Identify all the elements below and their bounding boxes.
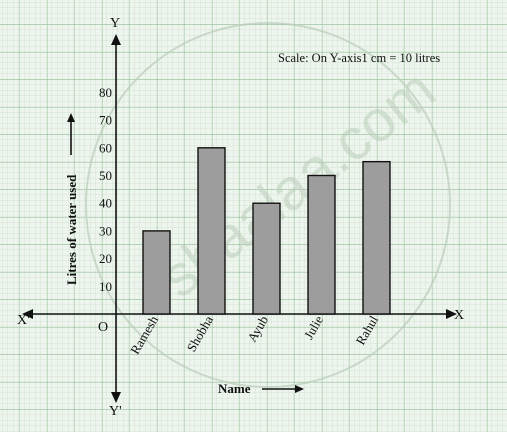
y-tick-label-10: 10 [99, 279, 112, 294]
y-tick-label-60: 60 [99, 140, 112, 155]
origin-label: O [98, 320, 108, 335]
x-axis-left-arrowhead [22, 309, 33, 319]
watermark-seal [85, 22, 451, 388]
bar-rahul [362, 160, 391, 315]
y-tick-label-30: 30 [99, 223, 112, 238]
y-tick-label-50: 50 [99, 168, 112, 183]
y-axis-negative-label: Y' [109, 404, 122, 419]
y-tick-label-80: 80 [99, 85, 112, 100]
x-axis-label: Name [218, 381, 251, 396]
y-axis-label: Litres of water used [64, 174, 79, 285]
y-tick-label-70: 70 [99, 113, 112, 128]
bar-ramesh [142, 230, 171, 315]
y-axis-positive-label: Y [110, 16, 120, 31]
x-axis-positive-label: X [454, 308, 464, 323]
x-axis-right-arrowhead [446, 309, 457, 319]
x-axis-negative-label: X' [17, 313, 30, 328]
y-axis-label-arrowhead [67, 113, 75, 122]
x-axis-label-arrowhead [295, 385, 304, 393]
bars [142, 147, 391, 315]
bar-shobha [197, 147, 226, 315]
y-axis-bottom-arrowhead [111, 392, 121, 403]
scale-note: Scale: On Y-axis1 cm = 10 litres [278, 51, 440, 65]
y-tick-labels: 10 20 30 40 50 60 70 80 [99, 85, 112, 294]
y-axis-top-arrowhead [111, 34, 121, 45]
y-tick-label-40: 40 [99, 196, 112, 211]
bar-julie [307, 174, 336, 315]
bar-ayub [252, 202, 281, 315]
y-tick-label-20: 20 [99, 251, 112, 266]
